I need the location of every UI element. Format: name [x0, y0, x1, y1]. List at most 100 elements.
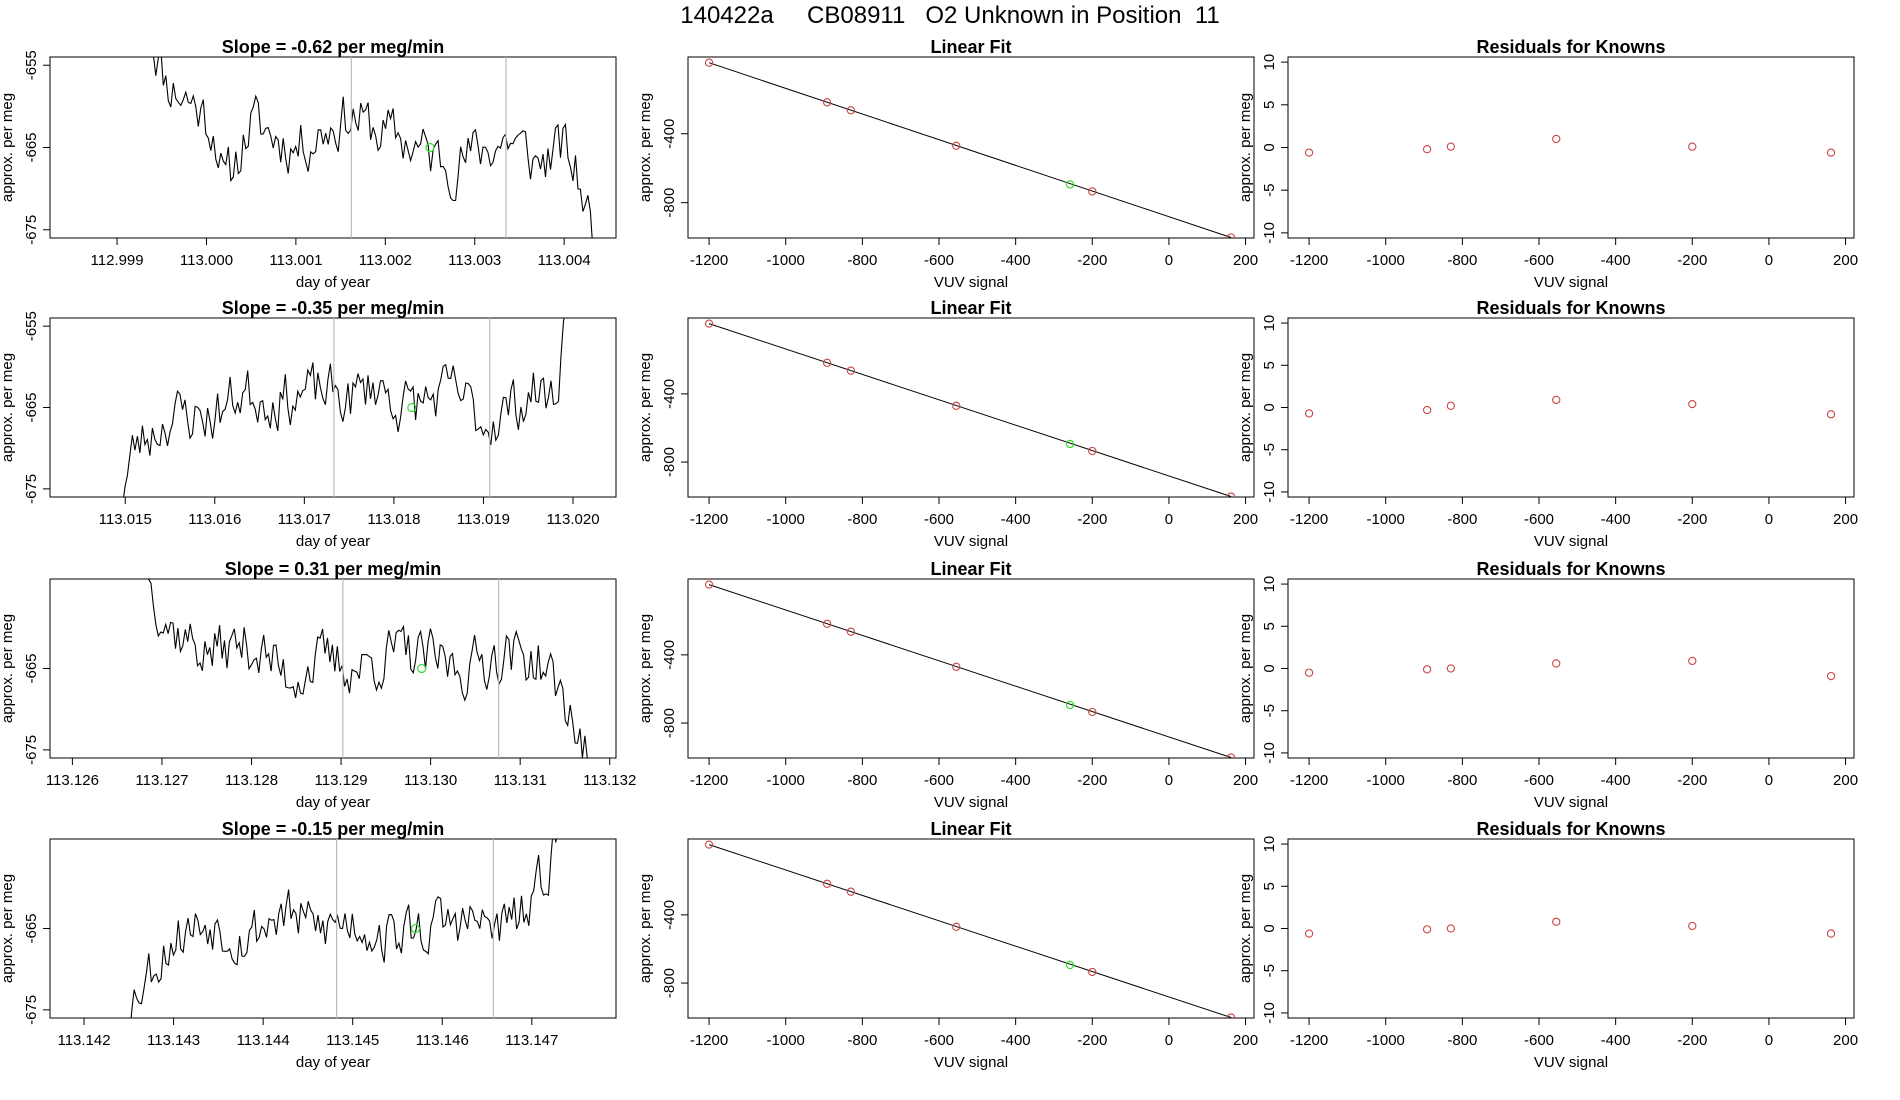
x-tick-label: 113.131	[494, 772, 547, 789]
panel-1-3: Residuals for Knowns VUV signal approx. pe…	[1237, 37, 1858, 291]
y-axis-label: approx. per meg	[0, 93, 16, 202]
x-tick-label: -1000	[1367, 1032, 1405, 1049]
known-standard-point	[1088, 967, 1097, 977]
x-tick-label: -800	[847, 1032, 877, 1049]
y-tick-label: 0	[1261, 143, 1278, 151]
plot-area	[148, 579, 588, 758]
x-tick-label: -600	[1524, 1032, 1554, 1049]
y-tick-label: 10	[1261, 576, 1278, 593]
known-standard-point	[952, 141, 961, 150]
y-tick-label: 10	[1261, 54, 1278, 71]
known-standard-point	[822, 619, 832, 628]
x-tick-label: 113.132	[583, 772, 636, 789]
x-tick-label: 200	[1833, 1032, 1858, 1049]
plot-area	[1304, 134, 1836, 157]
plot-frame	[687, 317, 1255, 498]
panel-title: Linear Fit	[930, 37, 1011, 57]
unknown-point	[1065, 439, 1075, 449]
panel-4-2: Linear Fit VUV signal approx. per meg -1200…	[637, 819, 1258, 1071]
residual-point	[1826, 148, 1836, 157]
x-tick-label: -400	[1001, 772, 1031, 789]
x-tick-label: -800	[1447, 252, 1477, 269]
panel-title: Slope = 0.31 per meg/min	[225, 559, 442, 579]
y-axis-label: approx. per meg	[1237, 353, 1254, 462]
y-tick-label: -10	[1261, 481, 1278, 503]
known-standard-point	[1226, 233, 1236, 238]
known-standard-point	[1088, 446, 1097, 456]
residual-point	[1552, 395, 1561, 405]
y-axis-label: approx. per meg	[637, 93, 654, 202]
x-tick-label: 0	[1165, 511, 1173, 528]
x-axis-label: VUV signal	[1534, 1054, 1608, 1071]
y-tick-label: 10	[1261, 315, 1278, 332]
y-tick-label: -800	[661, 188, 678, 218]
known-standard-point	[822, 98, 832, 107]
y-axis-label: approx. per meg	[1237, 874, 1254, 983]
y-tick-label: -665	[23, 653, 40, 683]
unknown-mean-point	[410, 923, 420, 934]
x-tick-label: -400	[1601, 1032, 1631, 1049]
panel-3-3: Residuals for Knowns VUV signal approx. pe…	[1237, 559, 1858, 811]
y-tick-label: -800	[661, 968, 678, 998]
y-tick-label: 0	[1261, 924, 1278, 932]
y-tick-label: -5	[1261, 964, 1278, 977]
x-tick-label: -1000	[1367, 252, 1405, 269]
x-tick-label: 113.020	[546, 511, 599, 528]
residual-point	[1446, 401, 1456, 410]
known-standard-point	[822, 879, 832, 888]
x-tick-label: -1000	[767, 772, 805, 789]
x-tick-label: -1000	[1367, 511, 1405, 528]
x-axis-label: VUV signal	[1534, 274, 1608, 291]
known-standard-point	[952, 662, 961, 671]
y-tick-label: -665	[23, 392, 40, 422]
x-tick-label: 0	[1165, 1032, 1173, 1049]
x-tick-label: 113.015	[99, 511, 152, 528]
x-tick-label: 0	[1165, 252, 1173, 269]
y-tick-label: -10	[1261, 222, 1278, 244]
x-tick-label: -400	[1001, 1032, 1031, 1049]
known-standard-point	[704, 58, 714, 67]
plot-area	[130, 839, 557, 1018]
x-tick-label: -400	[1001, 511, 1031, 528]
y-tick-label: -665	[23, 913, 40, 943]
panel-title: Residuals for Knowns	[1476, 37, 1665, 57]
x-tick-label: 113.128	[225, 772, 278, 789]
x-tick-label: 113.000	[180, 252, 233, 269]
y-tick-label: -675	[23, 474, 40, 504]
plot-area	[704, 319, 1236, 497]
x-tick-label: -600	[1524, 511, 1554, 528]
panel-title: Linear Fit	[930, 559, 1011, 579]
x-tick-label: -1200	[690, 252, 728, 269]
x-tick-label: -1200	[690, 772, 728, 789]
known-standard-point	[1226, 492, 1236, 497]
x-tick-label: -600	[924, 1032, 954, 1049]
x-tick-label: -600	[1524, 252, 1554, 269]
y-tick-label: 0	[1261, 664, 1278, 672]
x-tick-label: -800	[1447, 1032, 1477, 1049]
y-axis-label: approx. per meg	[0, 353, 16, 462]
x-axis-label: day of year	[296, 1054, 370, 1071]
known-standard-point	[846, 366, 856, 375]
unknown-mean-point	[417, 663, 427, 674]
y-tick-label: -400	[661, 900, 678, 930]
residual-point	[1304, 668, 1314, 677]
x-tick-label: 113.004	[538, 252, 591, 269]
y-axis-label: approx. per meg	[1237, 93, 1254, 202]
residual-point	[1304, 409, 1314, 418]
residual-point	[1422, 925, 1432, 934]
x-tick-label: -400	[1601, 252, 1631, 269]
y-tick-label: -10	[1261, 742, 1278, 764]
trace-series	[153, 57, 593, 238]
x-axis-label: VUV signal	[934, 533, 1008, 550]
y-tick-label: 0	[1261, 403, 1278, 411]
x-tick-label: 113.002	[359, 252, 412, 269]
known-standard-point	[846, 887, 856, 896]
y-tick-label: -5	[1261, 704, 1278, 717]
x-tick-label: 113.003	[448, 252, 501, 269]
x-tick-label: -800	[847, 772, 877, 789]
x-tick-label: 200	[1233, 772, 1258, 789]
trace-series	[148, 579, 588, 758]
x-tick-label: -1000	[767, 252, 805, 269]
x-tick-label: -1200	[1290, 772, 1328, 789]
residual-point	[1688, 142, 1697, 151]
